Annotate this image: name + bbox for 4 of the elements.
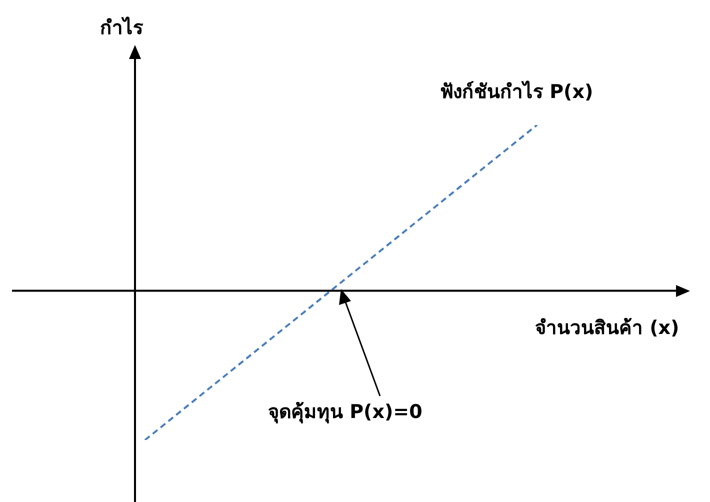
annotation: จุดคุ้มทุน P(x)=0 xyxy=(268,400,422,426)
text: ฟังก์ชันกำไร P(x) xyxy=(440,80,594,105)
x-axis-title: จำนวนสินค้า (x) xyxy=(535,316,680,341)
y-axis-title: กำไร xyxy=(100,16,143,41)
